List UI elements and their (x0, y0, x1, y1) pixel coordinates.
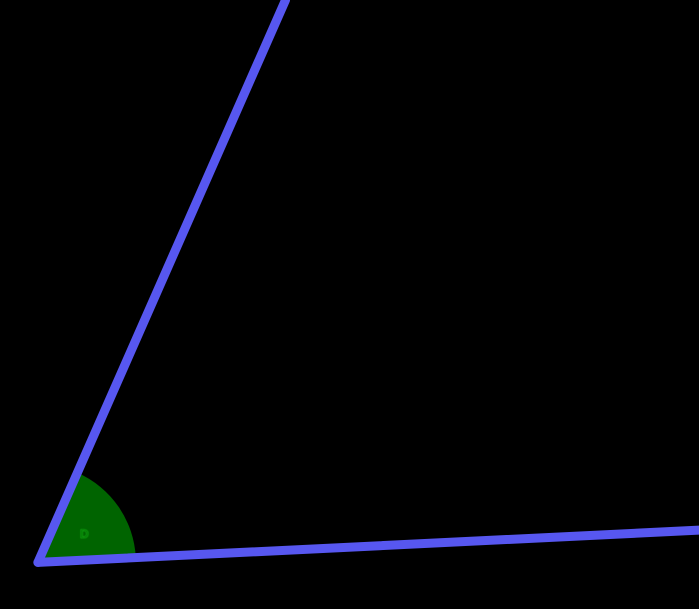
svg-text:D: D (80, 527, 89, 541)
